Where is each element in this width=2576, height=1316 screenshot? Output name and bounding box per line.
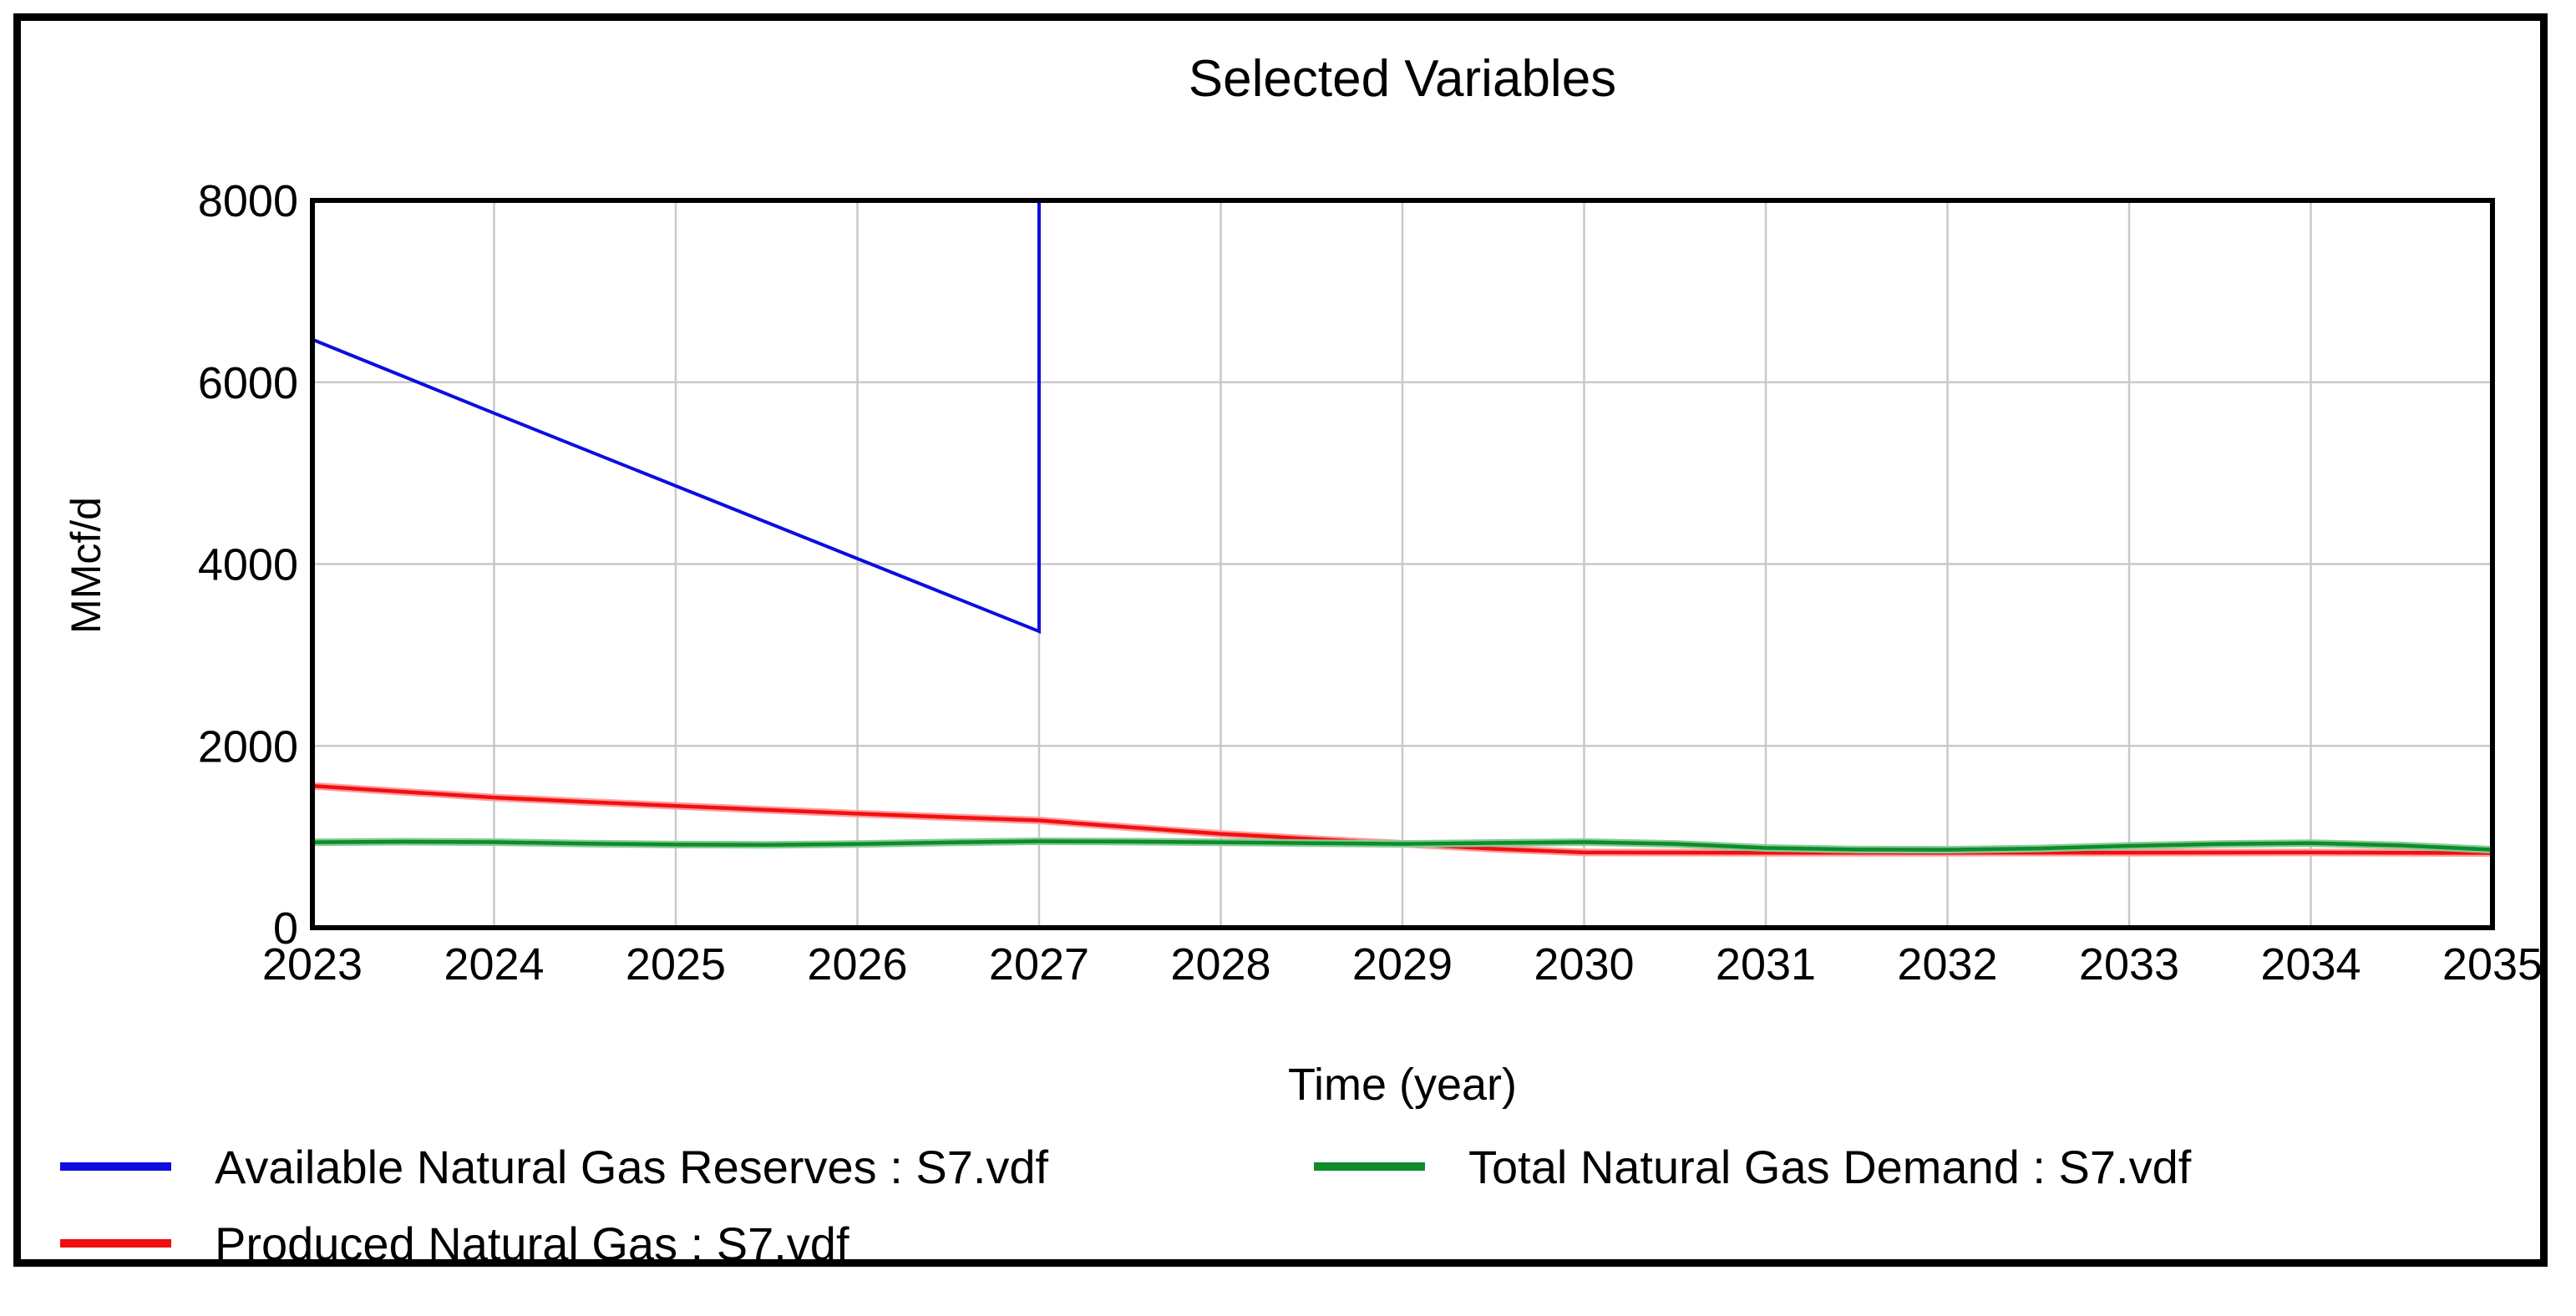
x-tick-label: 2029 (1352, 939, 1453, 990)
plot-border (310, 198, 2495, 930)
x-tick-label: 2026 (807, 939, 907, 990)
legend-label: Available Natural Gas Reserves : S7.vdf (215, 1140, 1049, 1193)
x-tick-label: 2035 (2442, 939, 2543, 990)
x-tick-label: 2033 (2079, 939, 2179, 990)
y-tick-label: 0 (273, 903, 298, 954)
legend-swatch-green (1314, 1162, 1425, 1171)
x-tick-label: 2027 (989, 939, 1089, 990)
x-tick-label: 2030 (1534, 939, 1634, 990)
y-tick-label: 8000 (198, 176, 298, 226)
x-tick-label: 2031 (1716, 939, 1816, 990)
series-lines (312, 200, 2492, 857)
series-line-0 (312, 200, 1041, 635)
legend-label: Produced Natural Gas : S7.vdf (215, 1217, 849, 1270)
chart-frame: Selected Variables 0 2000 4000 6000 8000 2023… (13, 13, 2548, 1270)
x-tick-label: 2024 (444, 939, 544, 990)
legend-swatch-red (60, 1239, 171, 1248)
legend-swatch-blue (60, 1162, 171, 1171)
y-axis-unit-label: MMcf/d (63, 497, 109, 634)
series-line-2 (312, 839, 2492, 852)
chart-title: Selected Variables (1188, 50, 1617, 108)
x-tick-label: 2032 (1897, 939, 1997, 990)
x-tick-label: 2028 (1170, 939, 1270, 990)
y-tick-label: 4000 (198, 540, 298, 590)
x-tick-label: 2034 (2260, 939, 2360, 990)
legend-entry-total-demand: Total Natural Gas Demand : S7.vdf (1314, 1138, 2191, 1195)
legend-entry-produced-gas: Produced Natural Gas : S7.vdf (60, 1215, 849, 1272)
x-axis-title: Time (year) (1287, 1060, 1517, 1110)
legend-label: Total Natural Gas Demand : S7.vdf (1468, 1140, 2192, 1193)
y-tick-label: 6000 (198, 358, 298, 408)
y-tick-label: 2000 (198, 721, 298, 772)
x-tick-label: 2025 (626, 939, 726, 990)
x-tick-label: 2023 (262, 939, 363, 990)
legend-entry-available-reserves: Available Natural Gas Reserves : S7.vdf (60, 1138, 1048, 1195)
plot-area: 0 2000 4000 6000 8000 2023 2024 2025 2026 2027 202… (198, 176, 2543, 990)
